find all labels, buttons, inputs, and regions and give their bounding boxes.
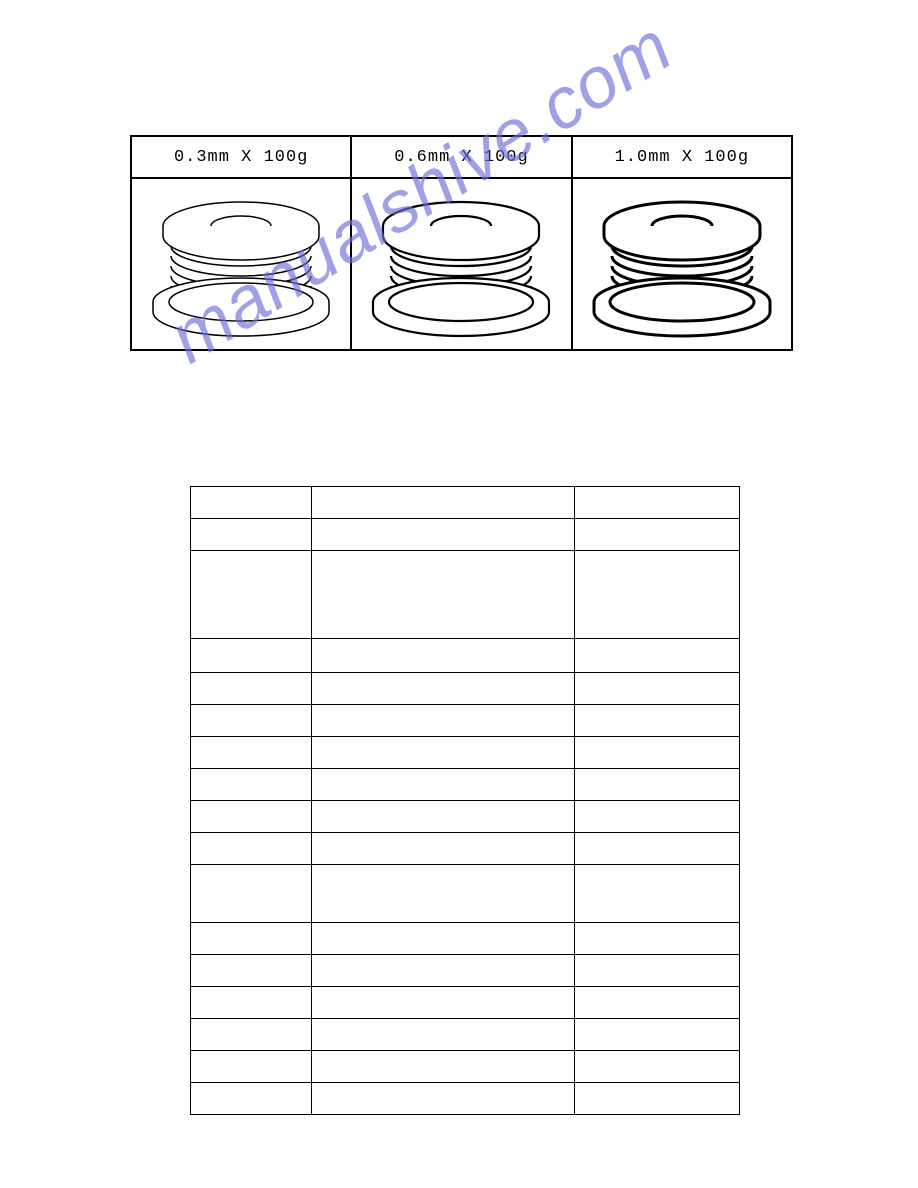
table-cell <box>191 487 312 519</box>
table-cell <box>191 639 312 673</box>
table-cell <box>311 1051 575 1083</box>
table-cell <box>311 833 575 865</box>
table-cell <box>191 1019 312 1051</box>
table-cell <box>575 705 740 737</box>
table-cell <box>311 1083 575 1115</box>
table-row <box>191 923 740 955</box>
table-cell <box>191 955 312 987</box>
table-row <box>191 487 740 519</box>
table-cell <box>311 769 575 801</box>
table-cell <box>311 705 575 737</box>
table-row <box>191 1019 740 1051</box>
table-cell <box>311 487 575 519</box>
table-cell <box>191 1051 312 1083</box>
data-table <box>190 486 740 1115</box>
table-cell <box>311 519 575 551</box>
table-cell <box>311 923 575 955</box>
table-cell <box>575 737 740 769</box>
table-row <box>191 833 740 865</box>
table-cell <box>191 865 312 923</box>
table-cell <box>575 673 740 705</box>
data-table-container <box>190 486 740 1115</box>
table-row <box>191 673 740 705</box>
table-cell <box>575 551 740 639</box>
table-row <box>191 519 740 551</box>
table-cell <box>191 737 312 769</box>
table-cell <box>191 673 312 705</box>
table-cell <box>311 1019 575 1051</box>
table-row <box>191 801 740 833</box>
spool-icon <box>141 184 341 344</box>
table-row <box>191 865 740 923</box>
table-cell <box>311 673 575 705</box>
spool-header-2: 0.6mm X 100g <box>351 136 571 178</box>
spool-image-row <box>131 178 792 350</box>
table-cell <box>191 519 312 551</box>
table-row <box>191 769 740 801</box>
table-cell <box>575 833 740 865</box>
table-cell <box>311 551 575 639</box>
table-row <box>191 737 740 769</box>
spool-image-2 <box>351 178 571 350</box>
page-container: 0.3mm X 100g 0.6mm X 100g 1.0mm X 100g <box>0 0 918 1188</box>
table-row <box>191 551 740 639</box>
table-cell <box>311 987 575 1019</box>
spool-icon <box>582 184 782 344</box>
table-row <box>191 987 740 1019</box>
spool-header-1: 0.3mm X 100g <box>131 136 351 178</box>
table-row <box>191 1083 740 1115</box>
table-cell <box>575 955 740 987</box>
table-cell <box>191 923 312 955</box>
table-cell <box>575 1051 740 1083</box>
table-cell <box>311 865 575 923</box>
table-cell <box>191 705 312 737</box>
table-cell <box>575 923 740 955</box>
table-cell <box>191 987 312 1019</box>
table-cell <box>311 639 575 673</box>
table-cell <box>191 801 312 833</box>
table-cell <box>575 987 740 1019</box>
spool-header-3: 1.0mm X 100g <box>572 136 792 178</box>
table-cell <box>311 955 575 987</box>
table-cell <box>575 1019 740 1051</box>
table-cell <box>191 551 312 639</box>
table-cell <box>191 1083 312 1115</box>
table-cell <box>311 801 575 833</box>
table-row <box>191 639 740 673</box>
table-cell <box>575 639 740 673</box>
spool-image-1 <box>131 178 351 350</box>
spool-image-3 <box>572 178 792 350</box>
spool-icon <box>361 184 561 344</box>
table-cell <box>191 833 312 865</box>
table-cell <box>575 1083 740 1115</box>
table-cell <box>575 769 740 801</box>
spool-header-row: 0.3mm X 100g 0.6mm X 100g 1.0mm X 100g <box>131 136 792 178</box>
table-cell <box>575 865 740 923</box>
spool-table: 0.3mm X 100g 0.6mm X 100g 1.0mm X 100g <box>130 135 793 351</box>
table-cell <box>191 769 312 801</box>
table-cell <box>311 737 575 769</box>
table-cell <box>575 519 740 551</box>
table-row <box>191 1051 740 1083</box>
table-cell <box>575 801 740 833</box>
table-cell <box>575 487 740 519</box>
table-row <box>191 955 740 987</box>
table-row <box>191 705 740 737</box>
